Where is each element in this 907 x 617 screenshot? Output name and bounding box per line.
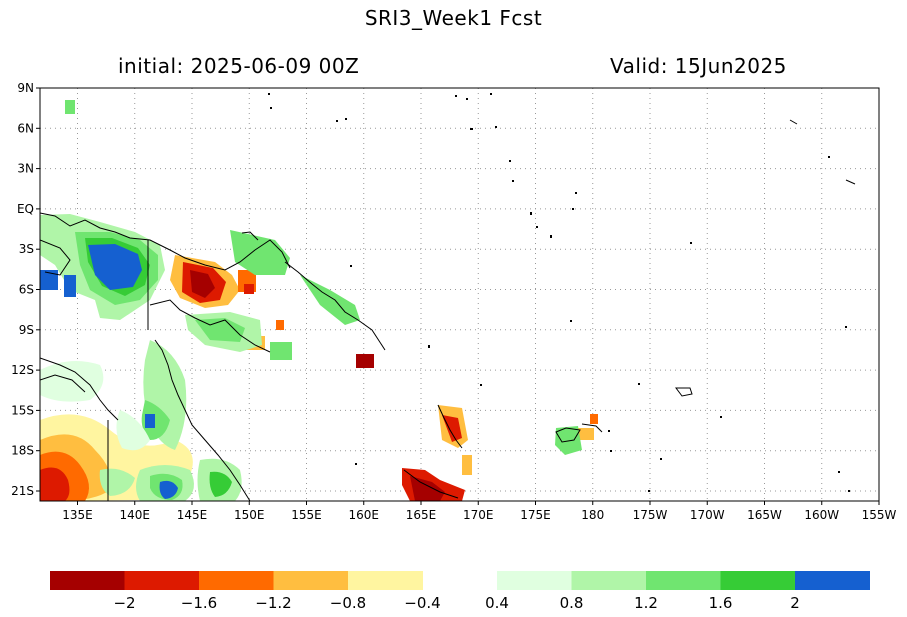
lon-label: 180 [581,508,604,522]
lon-label: 140E [120,508,151,522]
lat-label: 3S [19,242,34,256]
colorbar-label: −2 [113,594,136,612]
lat-label: 9S [19,323,34,337]
lon-label: 170W [690,508,725,522]
islands [268,93,850,492]
lon-label: 160W [804,508,839,522]
colorbar-label: −0.8 [329,594,367,612]
positive-anomaly-patches [40,100,582,501]
colorbar-segment-negative [273,571,349,590]
lat-label: 18S [11,444,34,458]
colorbar-label: −1.2 [255,594,292,612]
lat-label: 21S [11,484,34,498]
colorbar-segment-negative [124,571,200,590]
lon-label: 175W [633,508,668,522]
colorbar-label: 2 [790,594,800,612]
colorbar-label: 1.2 [634,594,658,612]
chart-title: SRI3_Week1 Fcst [364,6,543,30]
colorbar-segment-positive [497,571,572,590]
anomaly-field [40,100,598,501]
initial-time: initial: 2025-06-09 00Z [118,54,360,78]
lat-label: 6S [19,283,34,297]
lat-label: 15S [11,403,34,417]
map-frame [39,87,880,502]
lon-label: 175E [520,508,551,522]
colorbar-segment-positive [720,571,796,590]
valid-date: Valid: 15Jun2025 [610,54,787,78]
lon-label: 145E [177,508,208,522]
lat-label: EQ [17,202,34,216]
lon-label: 150E [234,508,265,522]
axis-labels: 9N 6N 3N EQ 3S 6S 9S 12S 15S 18S 21S 135E 140E 145E 15… [11,81,896,522]
lat-label: 9N [17,81,34,95]
colorbar-segment-positive [571,571,647,590]
colorbar-segment-negative [50,571,125,590]
lon-label: 170E [463,508,494,522]
coastlines [40,119,856,501]
lat-label: 6N [17,121,34,135]
colorbar-segment-positive [646,571,721,590]
lon-label: 155W [862,508,897,522]
colorbar-label: −0.4 [404,594,441,612]
lat-label: 3N [17,162,34,176]
colorbar-segment-negative [199,571,274,590]
lon-label: 160E [349,508,380,522]
colorbar-label: 0.4 [485,594,509,612]
colorbar-segment-positive [795,571,870,590]
colorbar-label: 0.8 [559,594,584,612]
lon-label: 165E [406,508,437,522]
colorbar [50,571,870,590]
lat-label: 12S [11,363,34,377]
lon-label: 165W [747,508,782,522]
lon-label: 135E [62,508,93,522]
colorbar-segment-negative [348,571,423,590]
lon-label: 155E [291,508,322,522]
colorbar-label: −1.6 [180,594,218,612]
colorbar-label: 1.6 [708,594,733,612]
